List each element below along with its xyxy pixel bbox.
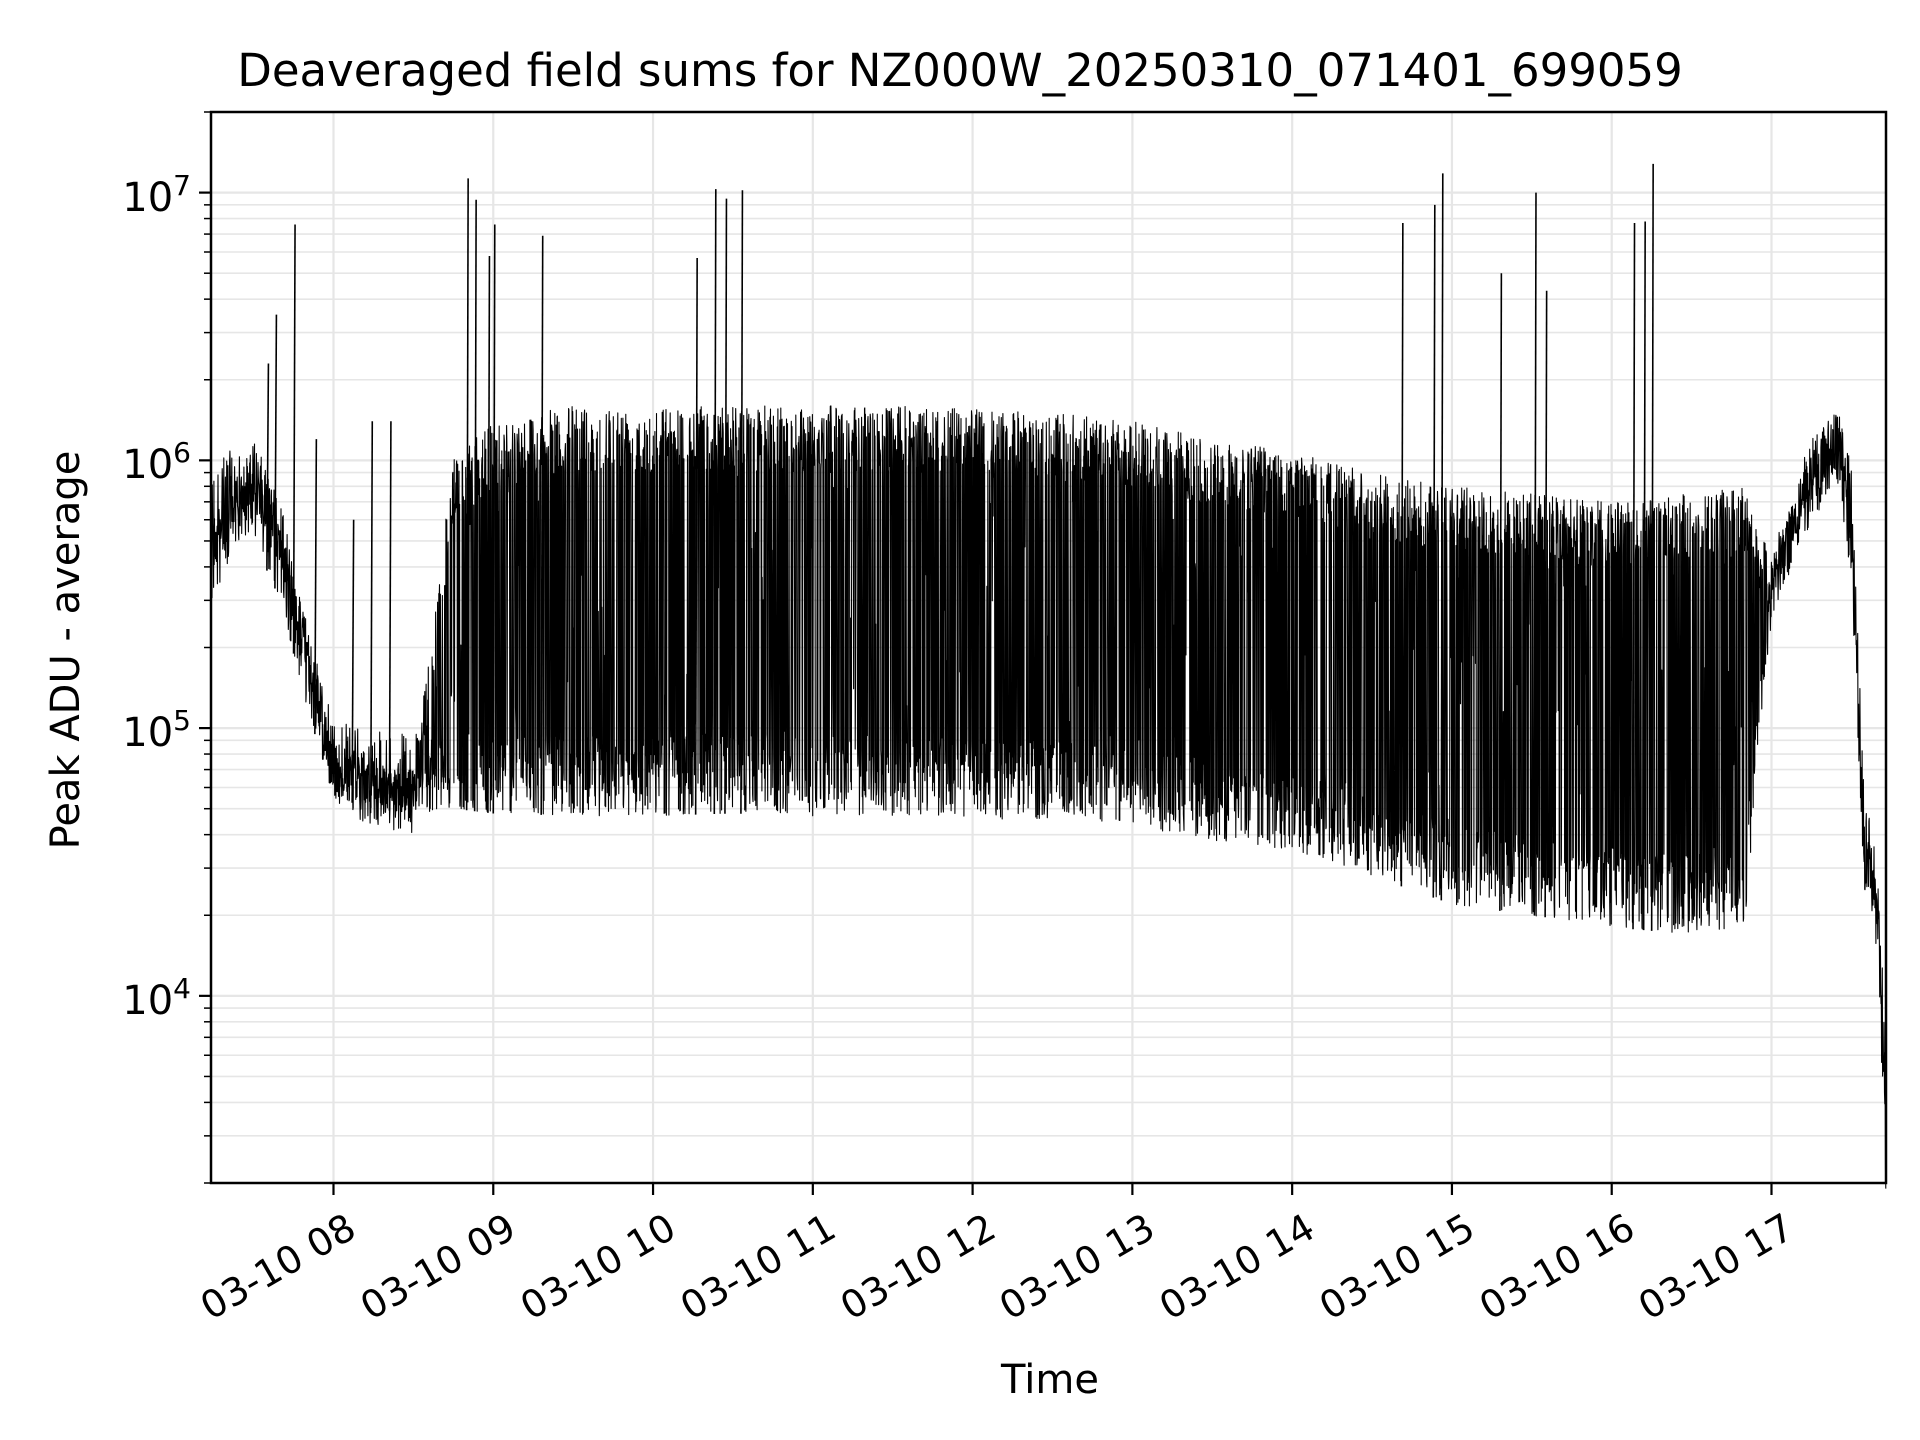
data-spike bbox=[1400, 222, 1404, 887]
data-spike bbox=[465, 178, 469, 811]
data-spike bbox=[492, 224, 496, 814]
data-spike bbox=[314, 439, 318, 735]
data-spike bbox=[1432, 204, 1436, 898]
data-spike bbox=[1499, 273, 1503, 911]
y-tick-label: 104 bbox=[122, 971, 191, 1024]
data-spike bbox=[351, 519, 355, 803]
y-tick-label: 105 bbox=[122, 704, 191, 757]
data-spike bbox=[1632, 222, 1636, 930]
data-spike bbox=[266, 363, 270, 571]
y-tick-label: 106 bbox=[122, 436, 191, 489]
x-axis-label: Time bbox=[1001, 1357, 1099, 1403]
data-line bbox=[210, 405, 1887, 1189]
data-series bbox=[210, 163, 1887, 1189]
data-spike bbox=[740, 190, 744, 814]
data-spike bbox=[369, 421, 374, 808]
data-spike bbox=[1650, 163, 1654, 931]
y-axis-label: Peak ADU - average bbox=[43, 450, 89, 850]
data-spike bbox=[473, 199, 477, 812]
axis-ticks bbox=[199, 111, 1773, 1195]
data-spike bbox=[540, 235, 544, 815]
data-spike bbox=[292, 224, 296, 654]
data-spike bbox=[1533, 192, 1537, 916]
chart-title: Deaveraged field sums for NZ000W_2025031… bbox=[237, 44, 1683, 97]
data-spike bbox=[1544, 290, 1548, 918]
y-tick-label: 107 bbox=[122, 168, 191, 221]
data-spike bbox=[724, 198, 728, 814]
data-spike bbox=[694, 257, 698, 815]
data-spike bbox=[1440, 173, 1444, 901]
data-spike bbox=[487, 255, 491, 813]
data-spike bbox=[274, 314, 278, 589]
data-spike bbox=[388, 421, 392, 811]
data-spike bbox=[1642, 221, 1646, 931]
data-spike bbox=[713, 189, 717, 815]
